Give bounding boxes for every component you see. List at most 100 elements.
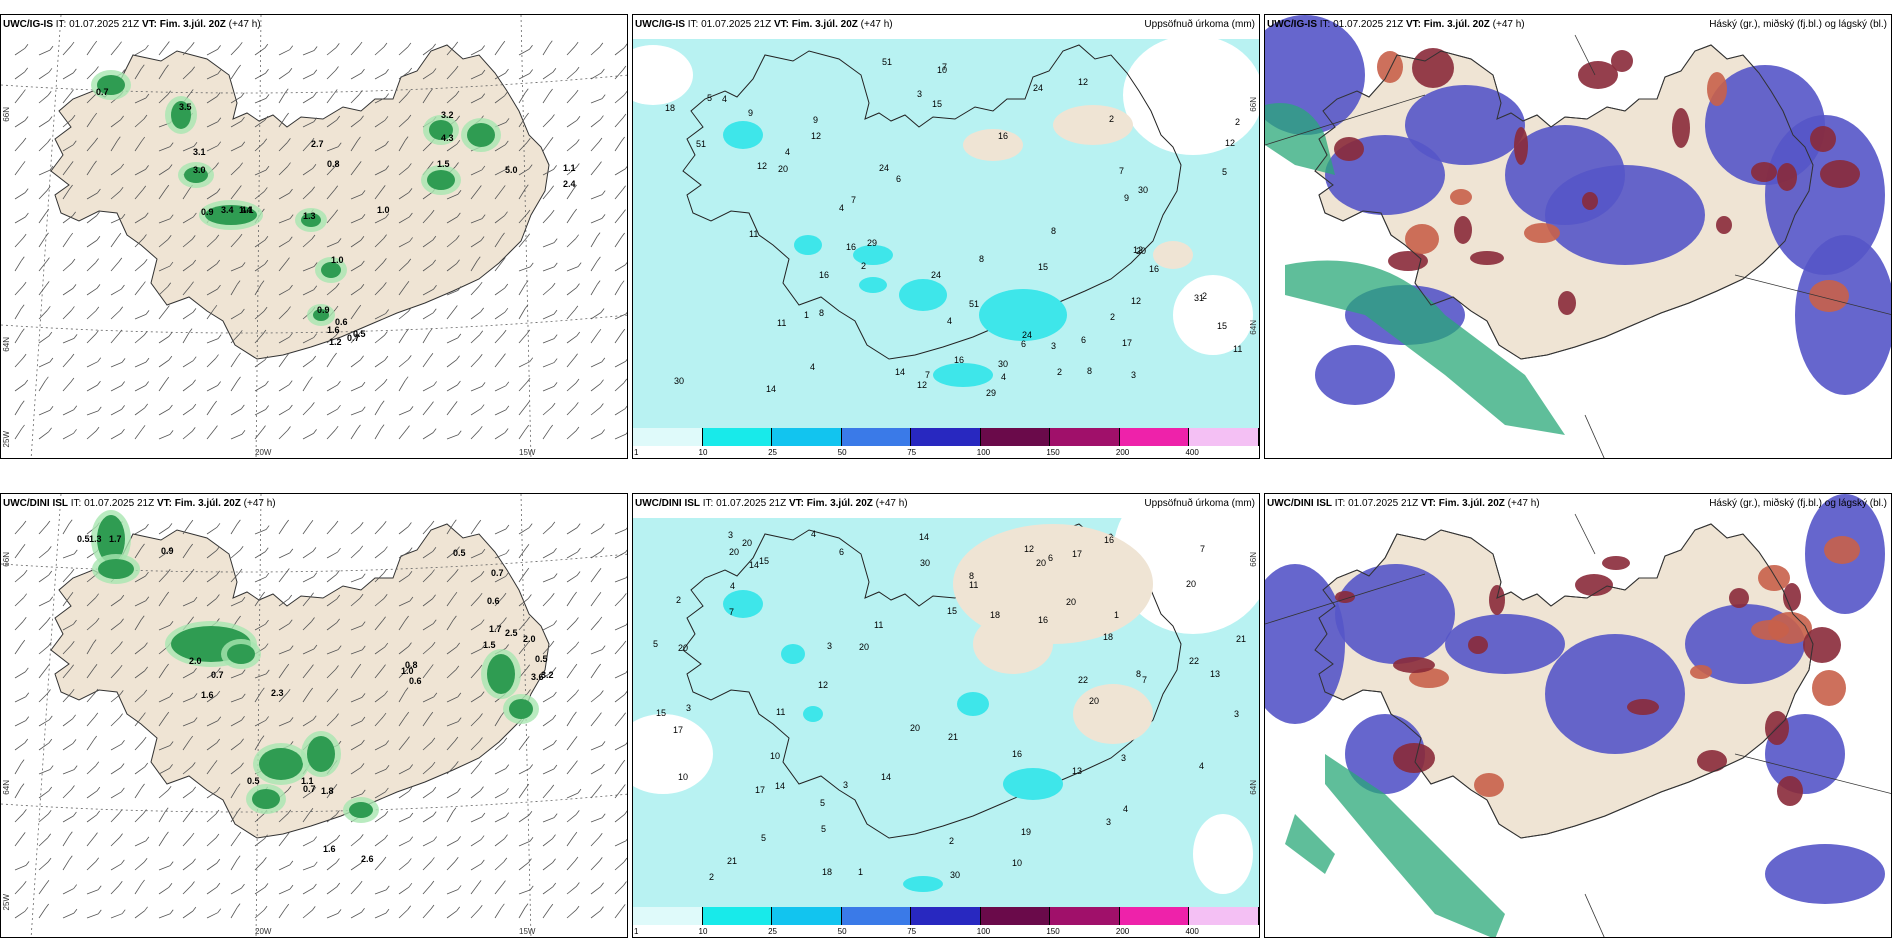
wind-barb-flag	[454, 41, 459, 47]
wind-barb-flag	[409, 596, 414, 602]
wind-value: 0.5	[535, 654, 548, 664]
wind-barb	[566, 792, 579, 799]
wind-barb	[350, 525, 361, 535]
wind-barb-flag	[22, 617, 27, 622]
wind-barb-flag	[93, 160, 97, 166]
precip-value: 24	[1022, 330, 1032, 340]
wind-barb-flag	[217, 716, 222, 721]
wind-barb	[38, 380, 46, 392]
wind-barb	[422, 815, 434, 823]
wind-barb-flag	[430, 401, 434, 406]
wind-barb-flag	[70, 641, 75, 646]
wind-barb	[518, 907, 526, 919]
colorbar-swatch	[1119, 907, 1190, 925]
wind-barb	[206, 73, 219, 80]
wind-barb	[542, 362, 555, 368]
precip-value: 7	[1142, 675, 1147, 685]
wind-barb	[614, 168, 626, 176]
wind-barb	[398, 715, 407, 727]
wind-value: 0.7	[491, 568, 504, 578]
wind-barb-flag	[289, 884, 294, 890]
wind-barb-flag	[598, 616, 603, 622]
colorbar-tick: 1	[634, 927, 639, 936]
precip-value: 15	[932, 99, 942, 109]
wind-barb	[374, 791, 386, 799]
wind-barb-flag	[237, 352, 241, 358]
wind-barb	[326, 787, 335, 799]
wind-barb-flag	[505, 549, 510, 554]
precip-value: 12	[757, 161, 767, 171]
wind-barb	[518, 142, 528, 152]
wind-barb-flag	[193, 141, 198, 147]
wind-value: 3.2	[441, 110, 454, 120]
wind-barb	[278, 142, 288, 152]
wind-barb-flag	[505, 405, 510, 411]
wind-barb-flag	[551, 521, 556, 527]
dry-area	[1193, 814, 1253, 894]
wind-barb	[14, 357, 24, 368]
wind-barb-flag	[164, 807, 169, 812]
wind-barb	[230, 697, 243, 703]
precip-value: 8	[1051, 226, 1056, 236]
wind-barb-flag	[553, 548, 557, 553]
wind-barb	[134, 716, 143, 727]
wind-barb-flag	[358, 41, 363, 47]
wind-barb	[470, 334, 481, 344]
wind-barb	[134, 861, 145, 871]
wind-barb	[470, 884, 479, 895]
wind-barb-flag	[505, 68, 509, 74]
wind-barb-flag	[96, 810, 101, 816]
mid-cloud-area	[1751, 620, 1789, 640]
wind-barb-flag	[142, 712, 146, 717]
wind-barb	[158, 434, 171, 440]
wind-barb-flag	[313, 46, 318, 51]
mid-cloud-area	[1777, 776, 1803, 806]
wind-barb-flag	[237, 807, 241, 813]
wind-barb-flag	[70, 89, 74, 94]
precip-value: 4	[810, 362, 815, 372]
wind-barb-flag	[169, 404, 173, 410]
wind-barb	[158, 146, 171, 152]
wind-barb-flag	[335, 43, 340, 48]
wind-barb-flag	[22, 137, 27, 143]
colorbar-tick: 50	[837, 927, 847, 936]
wind-barb	[134, 97, 147, 104]
precip-value: 10	[770, 751, 780, 761]
wind-barb-flag	[145, 381, 149, 386]
wind-barb-flag	[25, 212, 29, 218]
wind-barb	[470, 695, 482, 703]
precip-value: 13	[1210, 669, 1220, 679]
wind-barb-flag	[191, 427, 196, 432]
wind-barb	[158, 913, 171, 919]
precip-value: 12	[1225, 138, 1235, 148]
wind-barb	[110, 432, 122, 440]
wind-barb-flag	[625, 670, 627, 674]
wind-barb-flag	[22, 520, 27, 526]
wind-barb-flag	[120, 763, 125, 768]
wind-barb-flag	[337, 547, 341, 553]
wind-barb	[158, 188, 167, 200]
wind-barb-flag	[597, 328, 602, 334]
wind-barb	[110, 743, 122, 751]
wind-barb	[446, 434, 459, 440]
wind-barb-flag	[455, 665, 460, 671]
precip-value: 6	[1021, 339, 1026, 349]
wind-barb	[446, 889, 459, 895]
wind-barb	[374, 597, 385, 607]
wind-barb	[86, 287, 98, 296]
wind-barb-flag	[69, 831, 73, 837]
wind-barb-flag	[622, 113, 627, 119]
iceland-land	[50, 523, 550, 839]
wind-barb	[422, 741, 433, 751]
wind-barb-flag	[95, 761, 100, 767]
wind-barb-flag	[191, 762, 196, 767]
wind-barb-flag	[95, 426, 100, 432]
wind-barb-flag	[45, 232, 49, 238]
wind-barb-flag	[407, 355, 412, 360]
mid-cloud-area	[1454, 216, 1472, 244]
precip-blob	[98, 559, 134, 579]
wind-barb	[590, 767, 602, 775]
wind-barb	[374, 46, 385, 56]
precip-value: 13	[1072, 766, 1082, 776]
wind-barb	[350, 308, 359, 320]
